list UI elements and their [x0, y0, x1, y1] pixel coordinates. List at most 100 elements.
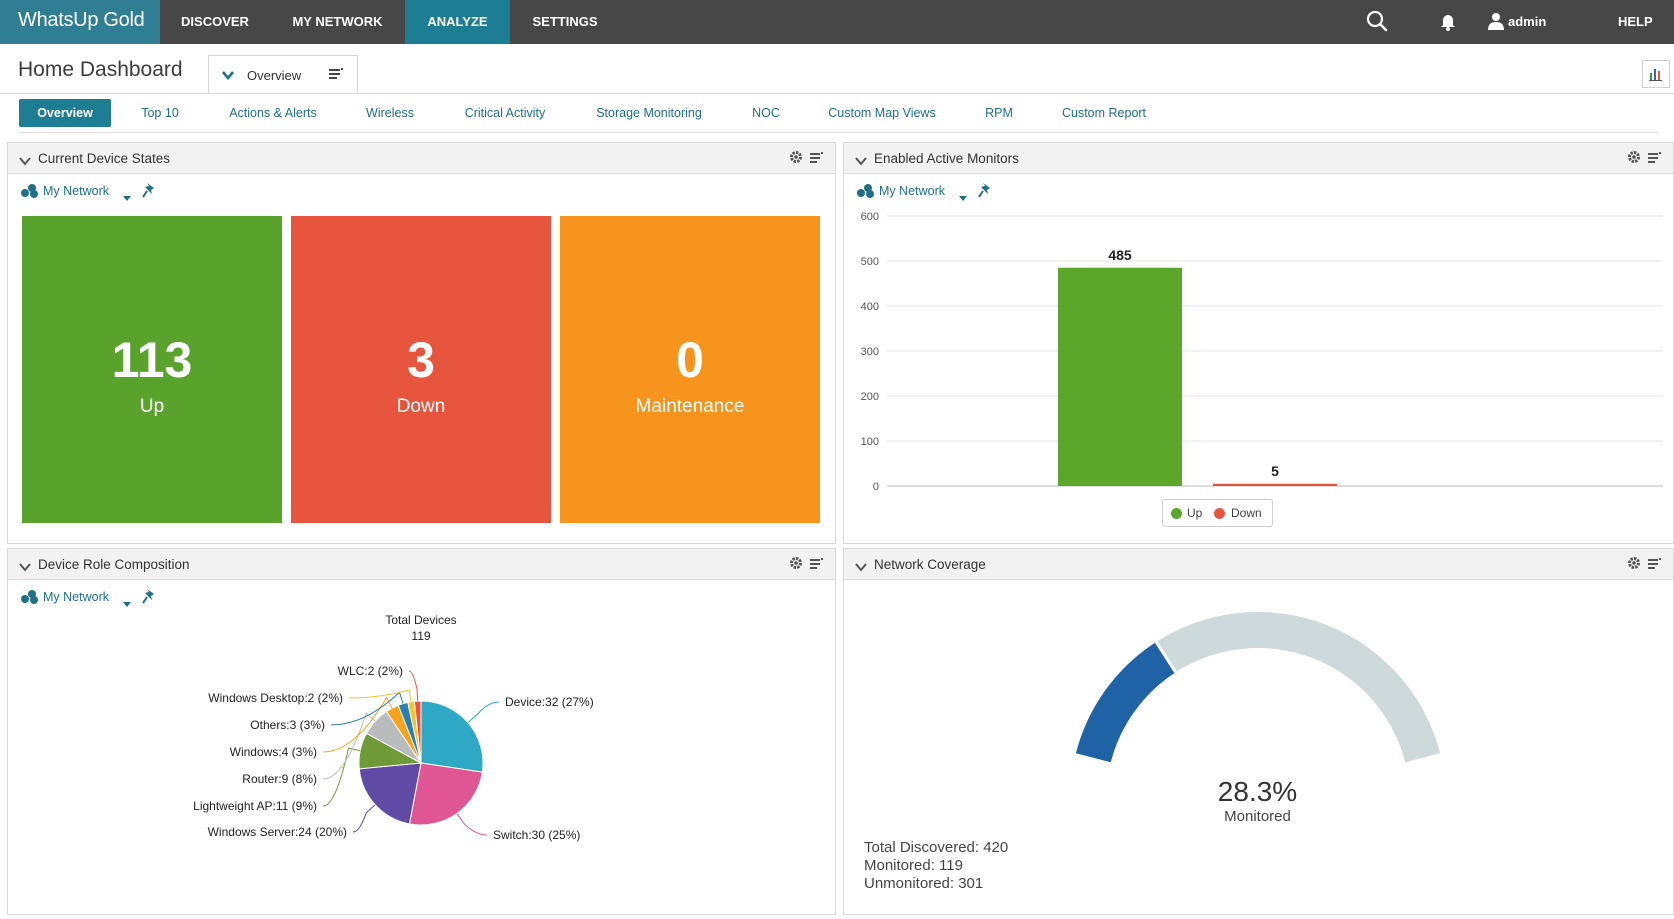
panel-title: Enabled Active Monitors [874, 151, 1019, 166]
device-state-up-tile[interactable]: 113 Up [22, 216, 282, 523]
divider [0, 93, 1674, 94]
scope-label: My Network [879, 184, 945, 198]
monitored-text: Monitored: 119 [864, 857, 963, 874]
tab-actions-alerts[interactable]: Actions & Alerts [229, 106, 317, 120]
tile-label: Down [396, 396, 446, 417]
menu-icon[interactable] [1648, 151, 1663, 169]
y-tick-label: 300 [861, 346, 879, 358]
tab-rpm[interactable]: RPM [985, 106, 1013, 120]
panel-header: Device Role Composition [8, 549, 835, 580]
tile-label: Maintenance [635, 396, 745, 417]
bar-down [1213, 483, 1337, 486]
device-state-maintenance-tile[interactable]: 0 Maintenance [560, 216, 820, 523]
divider [18, 132, 1658, 133]
brand-logo[interactable]: WhatsUp Gold [0, 0, 160, 44]
unmonitored-text: Unmonitored: 301 [864, 875, 984, 892]
enabled-active-monitors-panel: Enabled Active Monitors My Network [843, 142, 1674, 544]
collapse-chevron-icon[interactable] [18, 559, 32, 577]
caret-down-icon [959, 190, 967, 204]
search-icon[interactable] [1364, 8, 1392, 36]
y-tick-label: 400 [861, 301, 879, 313]
top-navigation-bar: WhatsUp Gold DISCOVER MY NETWORK ANALYZE… [0, 0, 1674, 44]
tile-label: Up [139, 396, 165, 417]
gear-icon[interactable] [789, 556, 803, 575]
coverage-sub-label: Monitored [1224, 808, 1291, 825]
nav-analyze[interactable]: ANALYZE [405, 0, 510, 44]
legend-down-swatch [1214, 508, 1225, 519]
network-icon [856, 183, 876, 202]
collapse-chevron-icon[interactable] [854, 153, 868, 171]
user-icon [1488, 13, 1504, 30]
menu-icon[interactable] [810, 557, 825, 575]
y-tick-label: 500 [861, 256, 879, 268]
legend-down-label[interactable]: Down [1231, 506, 1262, 520]
pin-icon[interactable] [978, 183, 992, 202]
tab-overview[interactable]: Overview [19, 99, 111, 127]
device-role-composition-panel: Device Role Composition My Network [7, 548, 836, 915]
menu-icon[interactable] [810, 151, 825, 169]
gear-icon[interactable] [1627, 556, 1641, 575]
y-tick-label: 0 [873, 481, 879, 493]
nav-my-network[interactable]: MY NETWORK [292, 14, 383, 29]
legend-up-label[interactable]: Up [1187, 506, 1203, 520]
scope-label: My Network [43, 184, 109, 198]
menu-icon[interactable] [1648, 557, 1663, 575]
tab-critical-activity[interactable]: Critical Activity [464, 106, 546, 120]
network-icon [20, 589, 40, 608]
scope-label: My Network [43, 590, 109, 604]
tab-noc[interactable]: NOC [752, 106, 780, 120]
network-icon [20, 183, 40, 202]
y-tick-label: 200 [861, 391, 879, 403]
tab-top-10[interactable]: Top 10 [141, 106, 179, 120]
gear-icon[interactable] [1627, 150, 1641, 169]
gauge-divider [1154, 641, 1177, 674]
tile-value: 113 [111, 332, 193, 388]
collapse-chevron-icon[interactable] [18, 153, 32, 171]
network-coverage-panel: Network Coverage [843, 548, 1674, 915]
collapse-chevron-icon[interactable] [854, 559, 868, 577]
tile-value: 3 [407, 332, 435, 388]
bar-chart-icon [1649, 69, 1662, 81]
user-name: admin [1508, 14, 1547, 29]
user-menu[interactable]: admin [1488, 0, 1547, 44]
pin-icon[interactable] [142, 589, 156, 608]
tab-wireless[interactable]: Wireless [366, 106, 414, 120]
chart-legend: Up Down [1162, 499, 1273, 527]
tab-custom-map-views[interactable]: Custom Map Views [828, 106, 936, 120]
nav-settings[interactable]: SETTINGS [532, 14, 598, 29]
pie-total: 119 [411, 629, 431, 643]
y-tick-label: 100 [861, 436, 879, 448]
bar-up [1058, 267, 1182, 486]
coverage-percent: 28.3% [1217, 776, 1298, 807]
pie-title: Total Devices [385, 613, 457, 627]
tab-storage-monitoring[interactable]: Storage Monitoring [596, 106, 702, 120]
dashboard-view-selector[interactable]: Overview [208, 55, 358, 93]
gear-icon[interactable] [789, 150, 803, 169]
active-monitors-bar-chart: 0 100 200 300 400 500 600 485 5 [861, 211, 1663, 493]
pin-icon[interactable] [142, 183, 156, 202]
total-discovered-text: Total Discovered: 420 [864, 839, 1009, 856]
panel-header: Network Coverage [844, 549, 1673, 580]
bell-icon[interactable] [1434, 8, 1462, 36]
panel-header: Current Device States [8, 143, 835, 174]
bar-value-label: 485 [1108, 247, 1132, 263]
y-tick-label: 600 [861, 211, 879, 223]
tile-value: 0 [676, 332, 704, 388]
help-link[interactable]: HELP [1618, 14, 1653, 29]
device-state-down-tile[interactable]: 3 Down [291, 216, 551, 523]
view-tab-label: Overview [247, 68, 302, 83]
coverage-gauge [1075, 612, 1441, 763]
tab-custom-report[interactable]: Custom Report [1061, 106, 1147, 120]
panel-title: Current Device States [38, 151, 171, 166]
bar-value-label: 5 [1271, 463, 1279, 479]
legend-up-swatch [1171, 508, 1182, 519]
page-title: Home Dashboard [18, 58, 183, 81]
caret-down-icon [123, 596, 131, 610]
menu-icon[interactable] [329, 67, 345, 86]
nav-discover[interactable]: DISCOVER [181, 14, 249, 29]
panel-title: Network Coverage [874, 557, 986, 572]
chevron-down-icon [221, 68, 235, 86]
chart-view-button[interactable] [1642, 60, 1670, 88]
gauge-monitored-arc [1075, 641, 1177, 763]
panel-title: Device Role Composition [38, 557, 190, 572]
